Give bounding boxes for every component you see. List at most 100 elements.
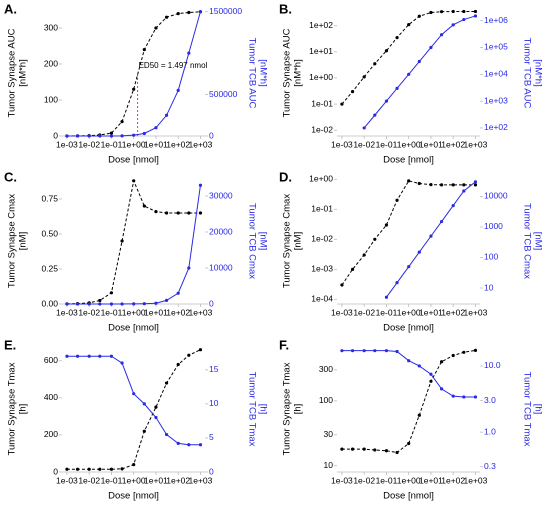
- y2-axis-label: Tumor TCB Cmax: [521, 203, 532, 279]
- data-point: [417, 59, 421, 64]
- data-point: [429, 372, 433, 376]
- data-point: [362, 253, 366, 257]
- data-point: [75, 467, 80, 471]
- y-tick-label: 1e-03: [311, 264, 333, 274]
- data-point: [462, 350, 466, 354]
- data-point: [451, 203, 455, 208]
- x-tick-label: 1e-01: [376, 307, 398, 317]
- data-point: [350, 349, 355, 353]
- data-point: [340, 447, 344, 451]
- y-tick-label: 10: [324, 460, 334, 470]
- y2-tick-label: 15: [209, 364, 219, 374]
- x-tick-label: 1e-01: [376, 139, 398, 149]
- data-point: [98, 467, 102, 471]
- y-tick-label: 100: [319, 395, 333, 405]
- data-point: [109, 291, 114, 295]
- data-point: [362, 75, 366, 79]
- data-point: [132, 462, 136, 467]
- data-point: [109, 134, 114, 138]
- x-tick-label: 1e+00: [397, 307, 421, 317]
- data-point: [109, 354, 114, 358]
- y-tick-label: 1e-01: [311, 204, 333, 214]
- panel-label: F.: [279, 337, 289, 352]
- x-tick-label: 1e+01: [144, 307, 168, 317]
- data-point: [451, 353, 455, 358]
- y2-tick-label: 500000: [209, 89, 238, 99]
- data-point: [362, 349, 366, 353]
- x-tick-label: 1e+02: [441, 307, 465, 317]
- data-point: [142, 429, 146, 433]
- data-point: [120, 134, 124, 138]
- y2-tick-label: 1e+04: [484, 69, 508, 79]
- y2-tick-label: 1e+03: [484, 95, 508, 105]
- y2-tick-label: 5: [209, 432, 214, 442]
- y2-axis-label: [nM]: [532, 232, 543, 250]
- y-axis-label: [h]: [18, 404, 29, 415]
- data-point: [198, 183, 203, 187]
- y-tick-label: 1e-04: [311, 294, 333, 304]
- data-point: [373, 237, 377, 241]
- data-point: [87, 354, 91, 358]
- data-point: [154, 301, 158, 305]
- data-point: [176, 441, 180, 445]
- data-point: [187, 211, 191, 215]
- x-tick-label: 1e+00: [397, 475, 421, 485]
- data-point: [142, 131, 146, 136]
- data-point: [373, 349, 377, 353]
- data-point: [142, 48, 146, 52]
- data-point: [109, 467, 114, 471]
- y2-tick-label: 1e+02: [484, 122, 508, 132]
- data-point: [362, 126, 366, 130]
- data-point: [198, 10, 203, 14]
- y2-tick-label: 20000: [209, 226, 233, 236]
- y2-tick-label: 0: [209, 130, 214, 140]
- data-point: [75, 134, 80, 138]
- y-tick-label: 1e-02: [311, 124, 333, 134]
- data-point: [417, 14, 421, 18]
- y-axis-label: [nM*h]: [293, 59, 304, 86]
- data-point: [473, 395, 478, 399]
- x-tick-label: 1e-02: [78, 139, 100, 149]
- data-point: [120, 302, 124, 306]
- y2-tick-label: 10000: [484, 191, 508, 201]
- x-tick-label: 1e+03: [464, 475, 488, 485]
- series-line: [66, 349, 201, 470]
- data-point: [439, 219, 444, 224]
- y-tick-label: 1e+02: [309, 20, 333, 30]
- data-point: [120, 120, 124, 124]
- data-point: [473, 183, 478, 187]
- data-point: [164, 381, 169, 385]
- data-point: [407, 359, 411, 363]
- data-point: [120, 467, 124, 471]
- x-tick-label: 1e+01: [419, 139, 443, 149]
- series-line: [66, 185, 201, 305]
- y-tick-label: 0.00: [41, 298, 58, 308]
- data-point: [473, 9, 478, 14]
- y-tick-label: 1e+00: [309, 72, 333, 82]
- data-point: [350, 267, 355, 271]
- data-point: [407, 179, 411, 183]
- y-tick-label: 1e-02: [311, 234, 333, 244]
- data-point: [198, 348, 203, 352]
- data-point: [340, 349, 344, 353]
- data-point: [109, 131, 114, 135]
- data-point: [98, 134, 102, 138]
- data-point: [384, 223, 389, 227]
- data-point: [473, 180, 478, 184]
- data-point: [198, 443, 203, 447]
- data-point: [154, 415, 158, 420]
- y-axis-label: Tumor Synapse Cmax: [282, 194, 293, 288]
- data-point: [176, 11, 180, 16]
- data-point: [417, 181, 421, 186]
- y-tick-label: 300: [319, 364, 333, 374]
- x-axis-label: Dose [nmol]: [108, 155, 159, 166]
- data-point: [439, 387, 444, 391]
- data-point: [350, 90, 355, 94]
- x-tick-label: 1e+00: [122, 475, 146, 485]
- y-tick-label: 100: [44, 94, 58, 104]
- y-axis-label: Tumor Synapse Cmax: [7, 194, 18, 288]
- data-point: [164, 211, 169, 215]
- y-tick-label: 1e-01: [311, 98, 333, 108]
- y-axis-label: Tumor Synapse AUC: [7, 28, 18, 117]
- data-point: [407, 72, 411, 76]
